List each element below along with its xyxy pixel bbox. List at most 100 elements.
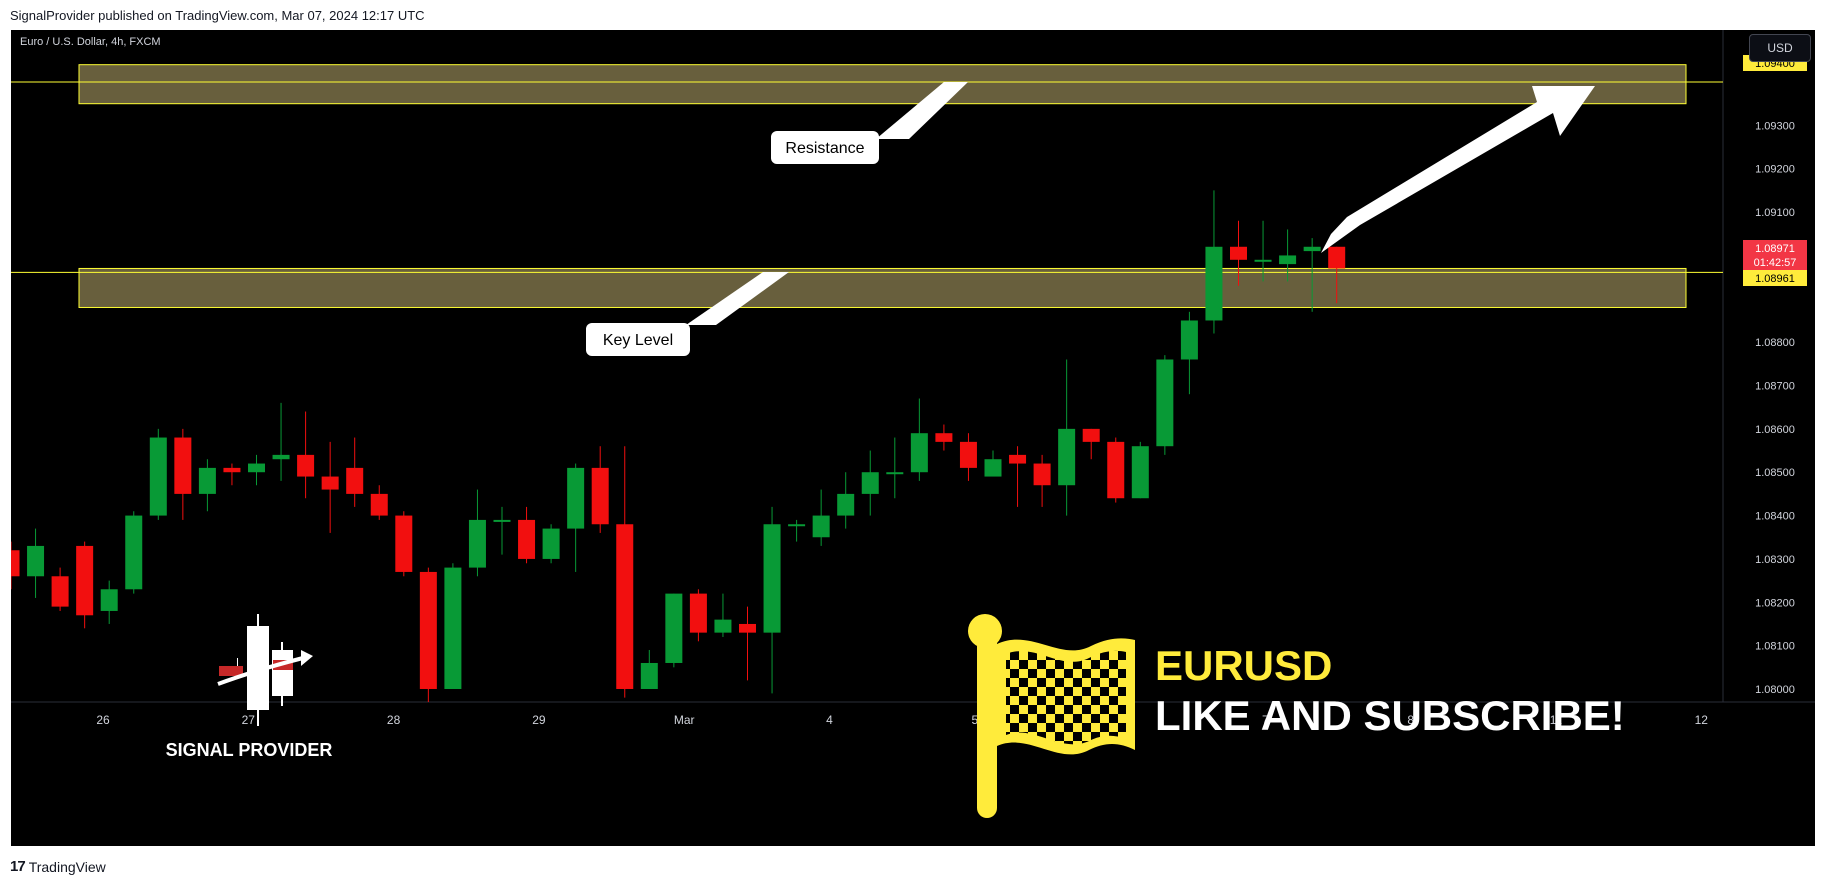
candle xyxy=(1180,311,1198,395)
candle-body xyxy=(518,519,536,559)
key-level-callout-label: Key Level xyxy=(603,332,673,349)
candle xyxy=(689,589,707,642)
price-tick-label: 1.08800 xyxy=(1755,337,1795,349)
candle xyxy=(321,441,339,533)
candle xyxy=(640,649,658,689)
candle-body xyxy=(1082,428,1100,442)
candle xyxy=(248,454,265,486)
candle-body xyxy=(1156,359,1174,447)
cta-headline: LIKE AND SUBSCRIBE! xyxy=(1155,692,1625,739)
candle-body xyxy=(714,619,732,633)
candle-body xyxy=(174,437,192,494)
price-axis: 1.093001.092001.091001.090001.088001.087… xyxy=(1755,120,1795,696)
currency-button[interactable]: USD xyxy=(1749,34,1811,62)
resistance-callout xyxy=(771,131,879,164)
candle xyxy=(935,424,953,451)
chart-panel[interactable]: 1.093001.092001.091001.090001.088001.087… xyxy=(11,30,1815,846)
candle-body xyxy=(812,515,830,538)
time-tick-label: 5 xyxy=(971,713,978,727)
candle-body xyxy=(567,467,585,529)
price-tick-label: 1.08700 xyxy=(1755,381,1795,393)
candle-body xyxy=(1033,463,1051,486)
time-tick-label: 12 xyxy=(1695,713,1709,727)
candle-body xyxy=(640,662,658,689)
price-tick-label: 1.08300 xyxy=(1755,554,1795,566)
time-tick-label: 11 xyxy=(1550,713,1563,727)
candle-body xyxy=(297,454,315,477)
candle xyxy=(886,437,904,499)
candle-body xyxy=(346,467,364,494)
candle-body xyxy=(763,524,781,633)
candle-body xyxy=(1303,246,1321,252)
candle xyxy=(542,524,560,564)
candle xyxy=(1254,220,1272,282)
candle-body xyxy=(419,571,437,689)
time-tick-label: 26 xyxy=(96,713,110,727)
candle-body xyxy=(125,515,143,590)
candle-body xyxy=(984,459,1002,477)
candle xyxy=(419,567,437,702)
candle xyxy=(370,485,388,520)
candle-body xyxy=(272,454,290,460)
time-tick-label: Mar xyxy=(674,713,695,727)
candle-body xyxy=(76,545,94,616)
candle xyxy=(591,446,609,533)
candle xyxy=(1205,190,1223,334)
candle-body xyxy=(223,467,241,473)
candle-body xyxy=(616,524,634,689)
candle xyxy=(27,528,45,598)
candle xyxy=(125,511,143,594)
candle-body xyxy=(1254,259,1272,262)
countdown-label: 01:42:57 xyxy=(1754,257,1797,269)
candle-body xyxy=(739,623,756,633)
candle-body xyxy=(149,437,167,516)
candle xyxy=(861,450,879,516)
candle xyxy=(788,519,806,542)
candle-body xyxy=(959,441,977,468)
chart-svg: 1.093001.092001.091001.090001.088001.087… xyxy=(11,30,1815,818)
candle xyxy=(1279,229,1297,282)
candle-body xyxy=(100,589,118,611)
candle-body xyxy=(1328,246,1346,269)
time-tick-label: 29 xyxy=(532,713,546,727)
candle-body xyxy=(395,515,413,572)
price-tick-label: 1.08200 xyxy=(1755,597,1795,609)
checkered-flag-icon xyxy=(968,614,1135,818)
time-tick-label: 8 xyxy=(1407,713,1414,727)
candle-body xyxy=(1131,446,1149,499)
candle xyxy=(984,450,1002,477)
resistance-callout-pointer xyxy=(876,82,968,139)
price-tick-label: 1.08600 xyxy=(1755,424,1795,436)
candle-body xyxy=(910,433,928,473)
publish-header: SignalProvider published on TradingView.… xyxy=(10,8,425,23)
candle-body xyxy=(1009,454,1027,464)
candle xyxy=(76,541,94,629)
candle xyxy=(812,489,830,546)
candle xyxy=(665,593,683,668)
candle xyxy=(714,593,732,637)
logo-arrow-icon xyxy=(217,656,304,686)
price-tick-label: 1.08000 xyxy=(1755,684,1795,696)
candle-body xyxy=(542,528,560,559)
time-tick-label: 7 xyxy=(1262,713,1269,727)
candle xyxy=(100,580,118,624)
candle xyxy=(1082,428,1100,460)
candle xyxy=(1107,437,1125,503)
resistance-zone xyxy=(78,64,1687,105)
candle xyxy=(567,463,585,572)
candle-body xyxy=(1107,441,1125,499)
footer-brand[interactable]: 17 TradingView xyxy=(10,858,106,875)
candle xyxy=(174,428,192,520)
candle-body xyxy=(444,567,462,689)
candle-body xyxy=(51,576,69,607)
candle xyxy=(910,398,928,481)
candle xyxy=(444,563,462,689)
candle-body xyxy=(1180,320,1198,360)
symbol-title: Euro / U.S. Dollar, 4h, FXCM xyxy=(20,36,161,48)
candle xyxy=(739,606,756,681)
candle xyxy=(395,511,413,577)
candle-body xyxy=(861,472,879,494)
candle xyxy=(149,428,167,520)
candle xyxy=(616,446,634,698)
candle-body xyxy=(248,463,265,473)
